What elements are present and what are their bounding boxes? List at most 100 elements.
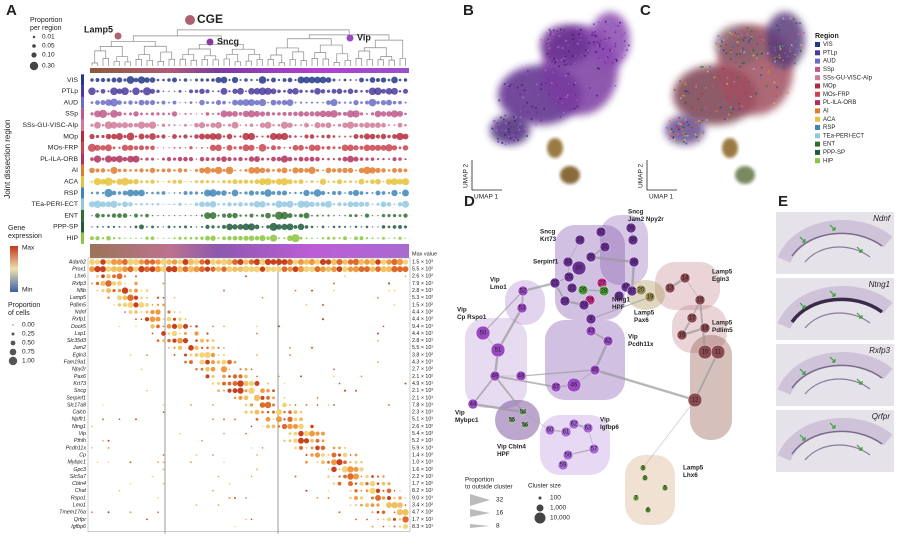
umap-point	[682, 126, 685, 129]
gene-label: Adarb2	[68, 259, 86, 265]
expression-dot	[182, 258, 189, 266]
expression-dot	[155, 309, 161, 315]
umap-point	[713, 109, 716, 112]
region-dot	[377, 226, 379, 228]
region-dot	[304, 156, 309, 162]
legend-label: 0.05	[42, 43, 55, 50]
expression-dot	[382, 489, 385, 492]
umap-point	[593, 34, 596, 37]
expression-dot	[190, 404, 192, 406]
node-label: 56	[522, 423, 529, 429]
group-label: HPF	[612, 304, 625, 311]
expression-dot	[160, 266, 167, 273]
max-value: 1.0 × 10¹	[412, 460, 433, 466]
region-dot	[352, 189, 360, 197]
expression-dot	[292, 259, 299, 265]
umap-point	[578, 33, 581, 36]
umap-point	[617, 24, 620, 27]
region-dot	[342, 111, 348, 116]
max-value: 2.6 × 10²	[412, 274, 433, 280]
network-node	[475, 325, 491, 341]
umap-point	[721, 67, 724, 70]
group-label: Jam2 Npy2r	[628, 216, 664, 223]
expression-dot	[300, 375, 302, 378]
region-dot	[93, 178, 102, 186]
umap-point	[522, 105, 525, 108]
region-dot	[277, 145, 281, 150]
region-dot	[398, 157, 402, 161]
region-dot	[149, 88, 156, 94]
umap-point	[726, 95, 729, 98]
umap-point	[511, 89, 514, 92]
expression-dot	[397, 266, 403, 273]
group-label: Vip	[457, 307, 467, 314]
network-node	[562, 256, 574, 268]
expression-dot	[281, 423, 288, 430]
legend-dot	[10, 340, 16, 346]
region-dot	[121, 122, 129, 129]
umap-point	[523, 97, 526, 100]
region-dot	[293, 179, 298, 184]
network-node	[644, 291, 656, 303]
region-dot	[122, 213, 128, 218]
expression-dot	[387, 495, 391, 500]
expression-dot	[255, 468, 259, 471]
region-dot	[100, 168, 106, 173]
region-dot	[385, 88, 393, 95]
expression-dot	[377, 518, 379, 521]
region-dot	[184, 147, 187, 149]
umap-point	[572, 93, 575, 96]
region-dot	[88, 87, 96, 96]
region-dot	[337, 190, 342, 196]
legend-label: VIS	[823, 42, 833, 48]
expression-dot	[365, 474, 369, 479]
umap-point	[544, 69, 547, 72]
expression-dot	[314, 266, 321, 273]
expression-dot	[233, 496, 237, 499]
umap-point	[782, 59, 785, 62]
region-label: SSs-GU-VISC-AIp	[22, 122, 78, 129]
umap-point	[739, 117, 742, 120]
expression-dot	[135, 418, 137, 421]
gene-label: Qrfpr	[74, 517, 86, 523]
expression-dot	[376, 503, 380, 507]
region-dot	[232, 235, 238, 241]
region-dot	[116, 133, 123, 140]
umap-point	[503, 133, 506, 136]
region-dot	[369, 133, 376, 140]
expression-dot	[244, 403, 248, 407]
umap-point	[690, 126, 693, 129]
umap-point	[609, 36, 612, 39]
region-dot	[217, 225, 220, 229]
umap-point	[755, 57, 758, 60]
node-label: 34	[565, 260, 572, 266]
expression-dot	[167, 310, 171, 314]
umap-point	[564, 39, 567, 42]
region-dot	[381, 168, 386, 173]
region-dot	[228, 191, 231, 195]
umap-point	[534, 123, 537, 126]
panel-label: B	[463, 2, 474, 19]
node-label: 19	[647, 295, 654, 301]
expression-dot	[171, 330, 178, 337]
expression-dot	[178, 317, 182, 321]
expression-dot	[376, 510, 380, 514]
expression-dot	[287, 423, 293, 430]
umap-point	[759, 73, 762, 76]
network-node	[574, 234, 586, 246]
umap-point	[615, 58, 618, 61]
region-dot	[358, 167, 365, 174]
region-dot	[239, 214, 242, 217]
expression-dot	[245, 497, 247, 499]
expression-dot	[276, 266, 282, 272]
umap-point	[556, 40, 559, 43]
expression-dot	[162, 411, 165, 413]
expression-dot	[96, 289, 99, 292]
expression-dot	[266, 382, 270, 385]
umap-cloud	[490, 115, 530, 145]
region-dot	[201, 146, 203, 149]
umap-point	[679, 97, 682, 100]
umap-point	[623, 54, 626, 57]
region-dot	[337, 202, 342, 207]
